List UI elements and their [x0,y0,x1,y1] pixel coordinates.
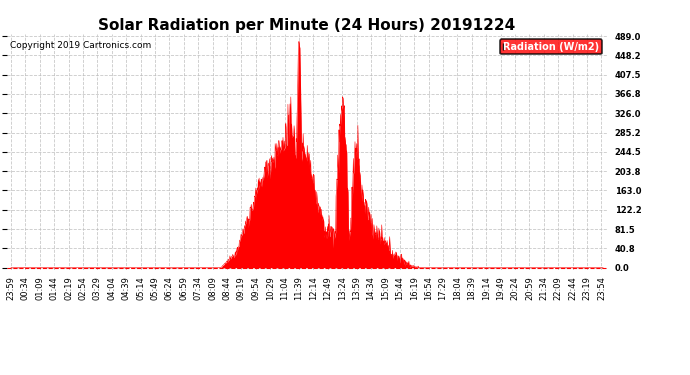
Text: Copyright 2019 Cartronics.com: Copyright 2019 Cartronics.com [10,41,151,50]
Legend: Radiation (W/m2): Radiation (W/m2) [500,39,602,54]
Title: Solar Radiation per Minute (24 Hours) 20191224: Solar Radiation per Minute (24 Hours) 20… [99,18,515,33]
